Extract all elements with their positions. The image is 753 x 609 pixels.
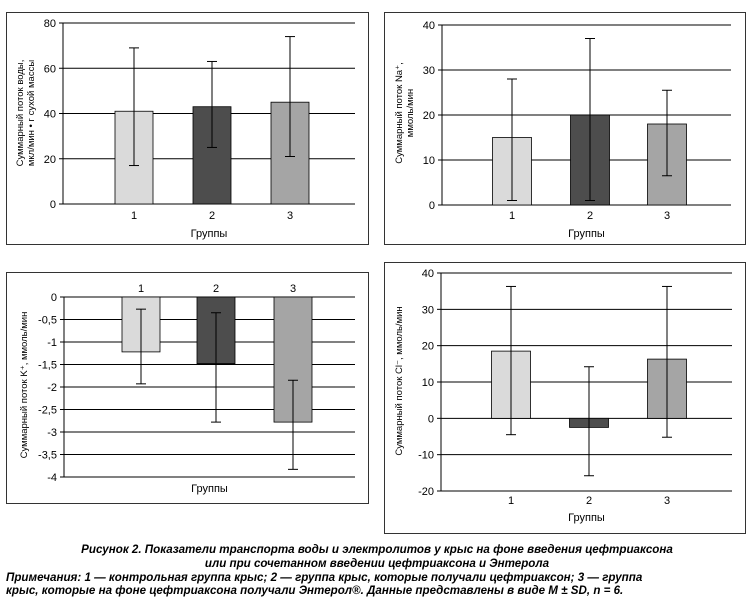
water-category-label: 3 [287,210,293,222]
sodium-category-label: 1 [509,210,515,222]
chloride-ytick-label: -10 [418,450,434,462]
water-ytick-label: 20 [44,154,56,166]
potassium-x-axis-label: Группы [191,483,228,495]
sodium-ytick-label: 20 [423,110,435,122]
water-category-label: 1 [131,210,137,222]
potassium-ytick-label: -0,5 [38,315,57,327]
potassium-ytick-label: -4 [47,472,57,484]
chloride-ytick-label: 0 [428,413,434,425]
potassium-category-label: 3 [290,283,296,295]
sodium-ytick-label: 10 [423,155,435,167]
water-y-axis-label: мкл/мин • г сухой массы [26,60,37,166]
sodium-category-label: 3 [664,210,670,222]
sodium-ytick-label: 30 [423,65,435,77]
chart-sodium-svg: 0 10 20 30 40 1 2 3 Группы Суммарный поток Na⁺, мм… [394,20,731,240]
chart-panel-sodium: 0 10 20 30 40 1 2 3 Группы Суммарный поток Na⁺, мм… [384,12,746,245]
chloride-ytick-label: 30 [422,304,434,316]
potassium-ytick-label: -3 [47,427,57,439]
potassium-ytick-label: -2,5 [38,405,57,417]
water-x-axis-label: Группы [191,228,228,240]
chloride-y-axis-label: Суммарный поток Cl⁻, ммоль/мин [394,306,405,455]
chloride-x-axis-label: Группы [568,512,605,524]
chloride-ytick-label: 20 [422,341,434,353]
sodium-y-axis-label: ммоль/мин [405,89,416,137]
chart-panel-water: 0 20 40 60 80 1 2 3 Группы Суммарный поток воды, м… [6,12,369,245]
chloride-ytick-label: 40 [422,268,434,280]
sodium-ytick-label: 40 [423,20,435,32]
chloride-category-label: 1 [508,495,514,507]
potassium-y-axis-label: Суммарный поток K⁺, ммоль/мин [19,312,30,459]
potassium-ytick-label: -1,5 [38,360,57,372]
caption-title-line1: Рисунок 2. Показатели транспорта воды и … [81,543,673,556]
chart-chloride-svg: -20 -10 0 10 20 30 40 1 2 3 Группы Суммарный поток … [394,268,732,524]
water-ytick-label: 40 [44,109,56,121]
potassium-category-label: 1 [138,283,144,295]
chart-potassium-svg: -4 -3,5 -3 -2,5 -2 -1,5 -1 -0,5 0 1 2 3 Группы Суммар… [19,283,355,495]
chart-panel-potassium: -4 -3,5 -3 -2,5 -2 -1,5 -1 -0,5 0 1 2 3 Группы Суммар… [6,272,369,504]
water-y-axis-label: Суммарный поток воды, [15,60,26,167]
water-ytick-label: 80 [44,18,56,30]
sodium-x-axis-label: Группы [568,228,605,240]
caption-notes-line2: крыс, которые на фоне цефтриаксона получ… [6,584,624,598]
chloride-category-label: 2 [586,495,592,507]
chloride-category-label: 3 [664,495,670,507]
caption-notes-line1: Примечания: 1 — контрольная группа крыс;… [6,570,643,584]
potassium-ytick-label: -2 [47,382,57,394]
potassium-ytick-label: 0 [51,292,57,304]
sodium-category-label: 2 [587,210,593,222]
chart-water-svg: 0 20 40 60 80 1 2 3 Группы Суммарный поток воды, м… [15,18,355,240]
water-ytick-label: 60 [44,63,56,75]
chloride-ytick-label: 10 [422,377,434,389]
figure-caption: Рисунок 2. Показатели транспорта воды и … [6,543,748,598]
sodium-ytick-label: 0 [429,200,435,212]
caption-title-line2: или при сочетанном введении цефтриаксона… [204,556,550,570]
potassium-ytick-label: -1 [47,337,57,349]
water-ytick-label: 0 [50,199,56,211]
chloride-ytick-label: -20 [418,486,434,498]
water-category-label: 2 [209,210,215,222]
potassium-category-label: 2 [213,283,219,295]
sodium-y-axis-label: Суммарный поток Na⁺, [394,62,405,164]
chart-panel-chloride: -20 -10 0 10 20 30 40 1 2 3 Группы Суммарный поток … [384,262,746,534]
potassium-ytick-label: -3,5 [38,450,57,462]
